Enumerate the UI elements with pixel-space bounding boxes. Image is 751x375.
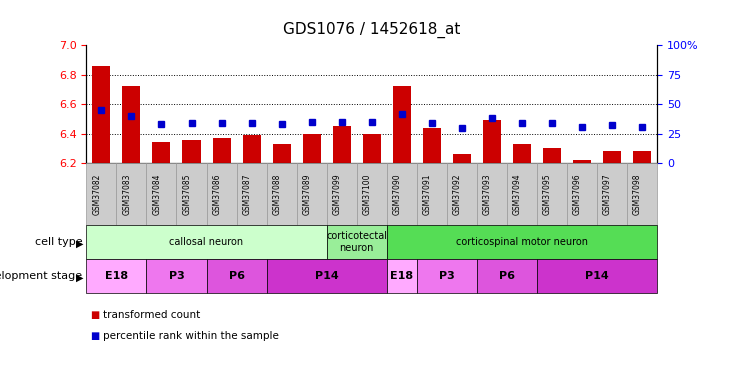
Text: GSM37097: GSM37097 — [603, 173, 612, 215]
Bar — [513, 144, 531, 163]
Bar — [543, 148, 561, 163]
Bar — [363, 134, 381, 163]
Text: GSM37086: GSM37086 — [213, 173, 222, 215]
Text: GSM37092: GSM37092 — [453, 173, 462, 215]
Text: GSM37095: GSM37095 — [543, 173, 552, 215]
Text: callosal neuron: callosal neuron — [170, 237, 243, 247]
Text: GSM37094: GSM37094 — [513, 173, 522, 215]
Text: P6: P6 — [499, 271, 515, 280]
Text: GSM37091: GSM37091 — [423, 173, 432, 215]
Bar — [423, 128, 441, 163]
Text: P6: P6 — [228, 271, 245, 280]
Text: ■: ■ — [90, 310, 99, 320]
Bar — [603, 152, 621, 163]
Text: GSM37089: GSM37089 — [303, 173, 312, 215]
Text: percentile rank within the sample: percentile rank within the sample — [103, 331, 279, 340]
Text: P14: P14 — [585, 271, 609, 280]
Text: cell type: cell type — [35, 237, 83, 247]
Text: GSM37098: GSM37098 — [633, 173, 642, 215]
Bar — [333, 126, 351, 163]
Text: ▶: ▶ — [76, 239, 83, 249]
Bar — [303, 134, 321, 163]
Bar — [243, 135, 261, 163]
Bar — [182, 140, 201, 163]
Text: P3: P3 — [169, 271, 184, 280]
Text: GSM37093: GSM37093 — [483, 173, 492, 215]
Text: corticospinal motor neuron: corticospinal motor neuron — [456, 237, 588, 247]
Text: GSM37087: GSM37087 — [243, 173, 252, 215]
Bar — [483, 120, 501, 163]
Text: P3: P3 — [439, 271, 454, 280]
Text: GSM37084: GSM37084 — [152, 173, 161, 215]
Bar — [92, 66, 110, 163]
Text: ■: ■ — [90, 331, 99, 340]
Text: E18: E18 — [391, 271, 413, 280]
Bar — [633, 152, 651, 163]
Text: P14: P14 — [315, 271, 339, 280]
Text: development stage: development stage — [0, 271, 83, 280]
Bar — [573, 160, 591, 163]
Text: GSM37090: GSM37090 — [393, 173, 402, 215]
Text: GDS1076 / 1452618_at: GDS1076 / 1452618_at — [283, 21, 460, 38]
Text: GSM37099: GSM37099 — [333, 173, 342, 215]
Text: ▶: ▶ — [76, 273, 83, 282]
Text: corticotectal
neuron: corticotectal neuron — [326, 231, 388, 253]
Text: GSM37085: GSM37085 — [182, 173, 192, 215]
Text: E18: E18 — [105, 271, 128, 280]
Text: GSM37100: GSM37100 — [363, 173, 372, 215]
Text: GSM37088: GSM37088 — [273, 173, 282, 215]
Bar — [152, 142, 170, 163]
Bar — [273, 144, 291, 163]
Text: transformed count: transformed count — [103, 310, 200, 320]
Bar — [122, 86, 140, 163]
Bar — [213, 138, 231, 163]
Bar — [393, 86, 411, 163]
Bar — [453, 154, 471, 163]
Text: GSM37082: GSM37082 — [92, 173, 101, 215]
Text: GSM37083: GSM37083 — [122, 173, 131, 215]
Text: GSM37096: GSM37096 — [573, 173, 582, 215]
